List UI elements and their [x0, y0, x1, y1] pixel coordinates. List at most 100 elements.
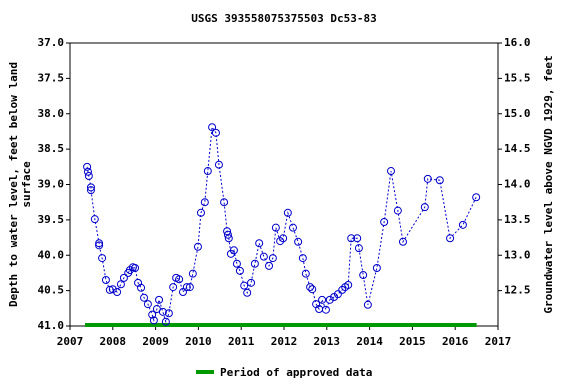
data-point: [347, 234, 356, 243]
x-tick-label: 2013: [314, 335, 341, 348]
data-point: [214, 160, 223, 169]
data-point: [232, 259, 241, 268]
data-point: [193, 242, 202, 251]
data-point: [131, 263, 140, 272]
x-tick-label: 2010: [185, 335, 212, 348]
data-point: [344, 280, 353, 289]
data-point: [398, 237, 407, 246]
y2-axis-label: Groundwater level above NGVD 1929, feet: [542, 55, 555, 313]
data-point: [158, 307, 167, 316]
data-point: [363, 300, 372, 309]
chart-title: USGS 393558075375503 Dc53-83: [191, 12, 376, 25]
data-point: [140, 293, 149, 302]
x-tick-label: 2011: [228, 335, 255, 348]
data-point: [161, 317, 170, 326]
data-point: [268, 254, 277, 263]
x-tick-label: 2015: [399, 335, 426, 348]
data-point: [435, 176, 444, 185]
data-point: [83, 167, 92, 176]
data-point: [203, 167, 212, 176]
data-point: [98, 254, 107, 263]
data-point: [301, 269, 310, 278]
y2-tick-label: 13.0: [504, 248, 531, 261]
data-point: [420, 203, 429, 212]
data-point: [108, 285, 117, 294]
y2-tick-label: 15.5: [504, 71, 531, 84]
data-point: [95, 241, 104, 250]
data-point: [354, 244, 363, 253]
data-point: [265, 261, 274, 270]
y-tick-label: 37.5: [38, 71, 65, 84]
y-axis-label: Depth to water level, feet below landsur…: [7, 62, 33, 307]
y-tick-label: 37.0: [38, 36, 65, 49]
data-point: [306, 283, 315, 292]
data-point: [353, 234, 362, 243]
x-tick-label: 2016: [442, 335, 469, 348]
data-point: [283, 208, 292, 217]
y-tick-label: 39.0: [38, 178, 65, 191]
y-tick-label: 41.0: [38, 319, 65, 332]
data-point: [143, 300, 152, 309]
data-point: [333, 290, 342, 299]
data-point: [247, 278, 256, 287]
data-point: [240, 281, 249, 290]
data-point: [220, 198, 229, 207]
data-point: [393, 206, 402, 215]
data-point: [372, 263, 381, 272]
data-point: [229, 246, 238, 255]
data-point: [84, 172, 93, 181]
data-point: [86, 186, 95, 195]
data-point: [116, 280, 125, 289]
data-point: [298, 254, 307, 263]
data-point: [188, 269, 197, 278]
x-tick-label: 2008: [100, 335, 127, 348]
data-point: [200, 198, 209, 207]
data-point: [101, 276, 110, 285]
y2-tick-label: 15.0: [504, 107, 531, 120]
data-point: [318, 295, 327, 304]
data-point: [169, 283, 178, 292]
data-point: [250, 259, 259, 268]
data-point: [119, 273, 128, 282]
data-point: [208, 123, 217, 132]
data-point: [325, 295, 334, 304]
data-point: [259, 252, 268, 261]
data-point: [387, 167, 395, 176]
data-point: [321, 305, 330, 314]
data-point: [359, 271, 368, 280]
data-point: [95, 239, 104, 248]
data-point: [423, 174, 432, 183]
data-point: [472, 193, 481, 202]
y-tick-label: 40.0: [38, 248, 65, 261]
data-point: [224, 234, 233, 243]
x-tick-label: 2017: [485, 335, 512, 348]
data-point: [223, 230, 232, 239]
data-point: [155, 295, 164, 304]
y-tick-label: 39.5: [38, 213, 65, 226]
x-tick-label: 2009: [142, 335, 169, 348]
data-point: [178, 288, 187, 297]
legend-label: Period of approved data: [220, 366, 372, 379]
data-point: [235, 266, 244, 275]
data-point: [149, 316, 158, 325]
data-point: [196, 208, 205, 217]
data-point: [164, 309, 173, 318]
data-point: [86, 183, 95, 192]
y-tick-label: 38.5: [38, 142, 65, 155]
data-point: [446, 234, 455, 243]
data-point: [83, 162, 92, 171]
x-tick-label: 2012: [271, 335, 298, 348]
x-tick-label: 2014: [356, 335, 383, 348]
data-point: [137, 283, 146, 292]
y2-tick-label: 16.0: [504, 36, 531, 49]
data-point: [148, 310, 157, 319]
y2-tick-label: 13.5: [504, 213, 531, 226]
data-point: [243, 288, 252, 297]
data-point: [279, 234, 288, 243]
data-point: [288, 223, 297, 232]
y2-tick-label: 12.5: [504, 284, 531, 297]
data-point: [211, 128, 220, 137]
data-point: [175, 275, 184, 284]
y-tick-label: 40.5: [38, 284, 65, 297]
